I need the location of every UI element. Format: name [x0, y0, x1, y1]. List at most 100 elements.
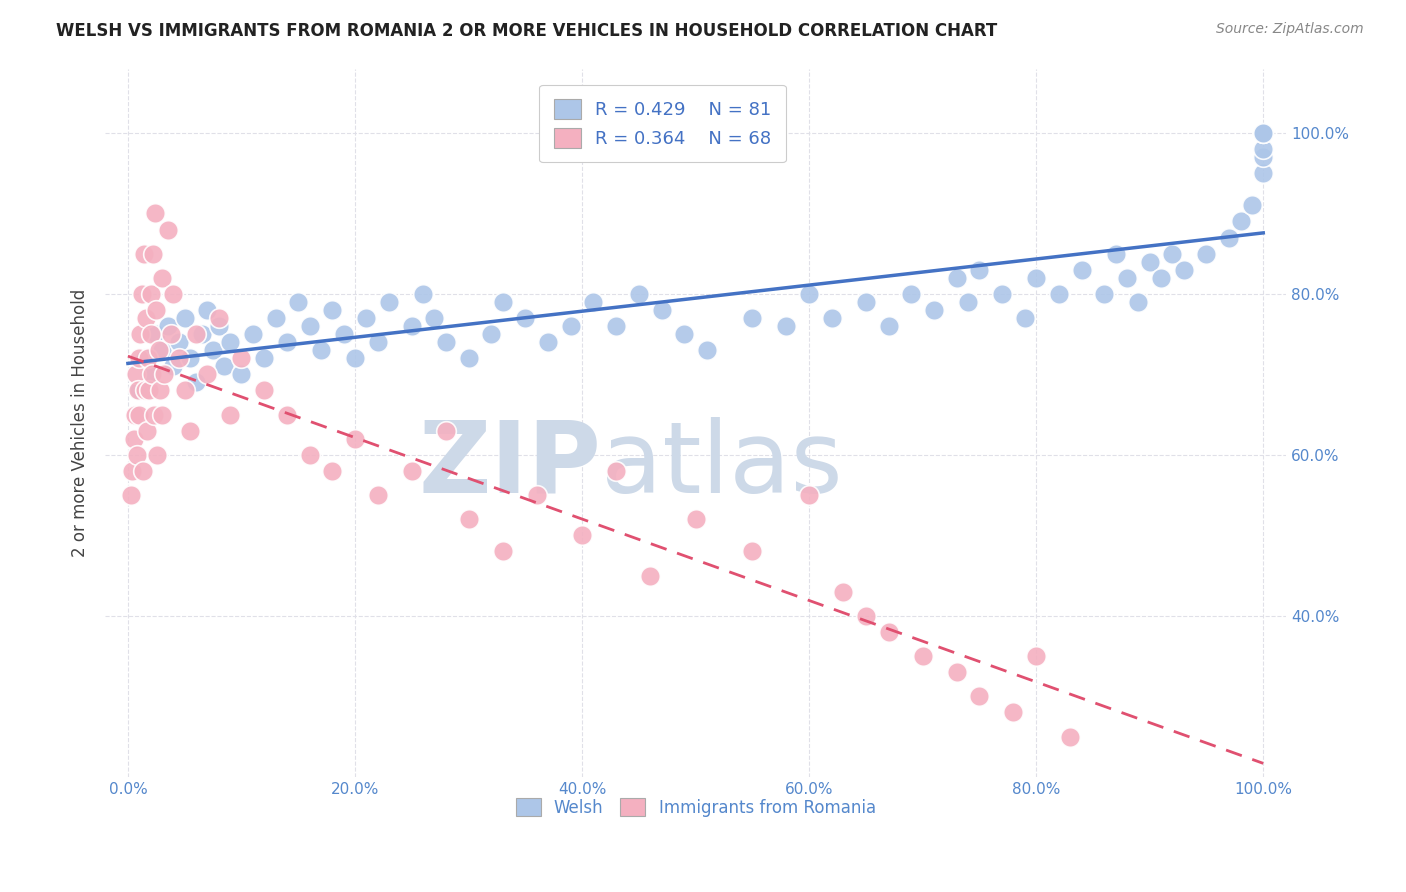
Point	[832, 584, 855, 599]
Point	[309, 343, 332, 358]
Point	[253, 384, 276, 398]
Point	[1251, 142, 1274, 156]
Point	[969, 262, 991, 277]
Point	[190, 327, 212, 342]
Point	[231, 351, 253, 366]
Point	[1251, 166, 1274, 180]
Point	[434, 335, 457, 350]
Point	[287, 295, 309, 310]
Point	[605, 319, 627, 334]
Point	[156, 319, 179, 334]
Text: ZIP: ZIP	[418, 417, 602, 514]
Point	[208, 319, 231, 334]
Point	[134, 351, 156, 366]
Point	[1025, 270, 1047, 285]
Point	[135, 311, 157, 326]
Point	[332, 327, 354, 342]
Point	[515, 311, 537, 326]
Point	[1229, 214, 1251, 228]
Point	[148, 343, 170, 358]
Point	[401, 464, 423, 478]
Point	[423, 311, 446, 326]
Point	[1251, 150, 1274, 164]
Point	[276, 335, 298, 350]
Point	[184, 327, 207, 342]
Point	[138, 351, 160, 366]
Point	[242, 327, 264, 342]
Point	[197, 303, 219, 318]
Point	[537, 335, 560, 350]
Point	[1014, 311, 1036, 326]
Point	[741, 311, 763, 326]
Point	[124, 408, 146, 422]
Point	[1116, 270, 1139, 285]
Point	[1218, 230, 1240, 244]
Point	[121, 464, 143, 478]
Point	[877, 319, 900, 334]
Point	[127, 384, 149, 398]
Point	[122, 432, 145, 446]
Point	[991, 286, 1014, 301]
Point	[969, 690, 991, 704]
Point	[696, 343, 718, 358]
Point	[378, 295, 401, 310]
Point	[1150, 270, 1173, 285]
Point	[945, 270, 967, 285]
Point	[651, 303, 673, 318]
Point	[1240, 198, 1263, 212]
Point	[560, 319, 582, 334]
Point	[139, 286, 162, 301]
Point	[150, 408, 173, 422]
Point	[741, 544, 763, 558]
Point	[150, 270, 173, 285]
Point	[139, 368, 162, 382]
Point	[526, 488, 548, 502]
Point	[132, 246, 155, 260]
Point	[957, 295, 980, 310]
Point	[457, 351, 479, 366]
Point	[146, 448, 169, 462]
Point	[321, 303, 343, 318]
Point	[179, 424, 201, 438]
Point	[253, 351, 276, 366]
Point	[264, 311, 287, 326]
Point	[1002, 706, 1025, 720]
Point	[367, 335, 389, 350]
Point	[1025, 649, 1047, 664]
Y-axis label: 2 or more Vehicles in Household: 2 or more Vehicles in Household	[72, 289, 89, 557]
Point	[582, 295, 605, 310]
Point	[1251, 126, 1274, 140]
Point	[162, 286, 184, 301]
Point	[136, 424, 159, 438]
Point	[343, 351, 366, 366]
Point	[412, 286, 434, 301]
Point	[167, 351, 190, 366]
Text: atlas: atlas	[602, 417, 842, 514]
Point	[673, 327, 696, 342]
Point	[150, 343, 173, 358]
Point	[1104, 246, 1126, 260]
Point	[129, 327, 152, 342]
Point	[1251, 126, 1274, 140]
Point	[1070, 262, 1092, 277]
Point	[1251, 126, 1274, 140]
Point	[457, 512, 479, 526]
Point	[149, 384, 172, 398]
Point	[231, 368, 253, 382]
Point	[922, 303, 945, 318]
Point	[162, 359, 184, 374]
Point	[179, 351, 201, 366]
Point	[197, 368, 219, 382]
Point	[145, 303, 167, 318]
Point	[143, 408, 166, 422]
Text: WELSH VS IMMIGRANTS FROM ROMANIA 2 OR MORE VEHICLES IN HOUSEHOLD CORRELATION CHA: WELSH VS IMMIGRANTS FROM ROMANIA 2 OR MO…	[56, 22, 997, 40]
Point	[479, 327, 502, 342]
Point	[571, 528, 593, 542]
Point	[219, 408, 242, 422]
Point	[821, 311, 844, 326]
Point	[167, 335, 190, 350]
Point	[1059, 730, 1081, 744]
Point	[156, 222, 179, 236]
Point	[367, 488, 389, 502]
Point	[1139, 254, 1161, 268]
